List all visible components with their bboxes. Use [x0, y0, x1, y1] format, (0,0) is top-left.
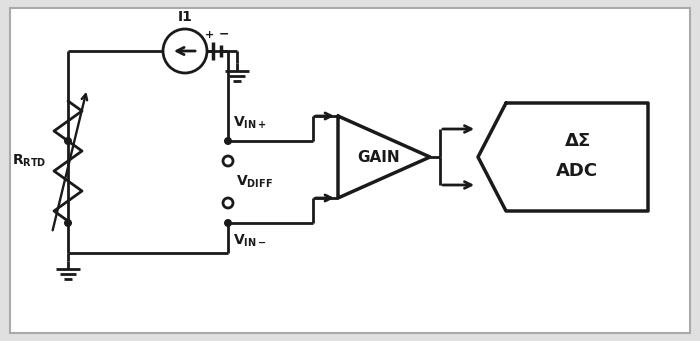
Text: ADC: ADC [556, 162, 598, 180]
Text: $\mathbf{V_{IN+}}$: $\mathbf{V_{IN+}}$ [233, 115, 267, 131]
Polygon shape [478, 103, 648, 211]
Circle shape [223, 198, 233, 208]
Circle shape [223, 156, 233, 166]
Circle shape [224, 137, 232, 145]
Circle shape [64, 219, 72, 227]
Text: GAIN: GAIN [358, 149, 400, 164]
Circle shape [64, 137, 72, 145]
FancyBboxPatch shape [10, 8, 690, 333]
Circle shape [224, 219, 232, 227]
Text: $\mathbf{\Delta\Sigma}$: $\mathbf{\Delta\Sigma}$ [564, 132, 591, 150]
Polygon shape [338, 116, 430, 198]
Text: −: − [218, 27, 230, 40]
Text: +: + [205, 30, 215, 40]
Text: $\mathbf{R_{RTD}}$: $\mathbf{R_{RTD}}$ [12, 153, 46, 169]
Text: $\mathbf{V_{IN-}}$: $\mathbf{V_{IN-}}$ [233, 233, 267, 249]
Text: $\mathbf{V_{DIFF}}$: $\mathbf{V_{DIFF}}$ [236, 174, 273, 190]
Circle shape [163, 29, 207, 73]
Text: I1: I1 [178, 10, 193, 24]
